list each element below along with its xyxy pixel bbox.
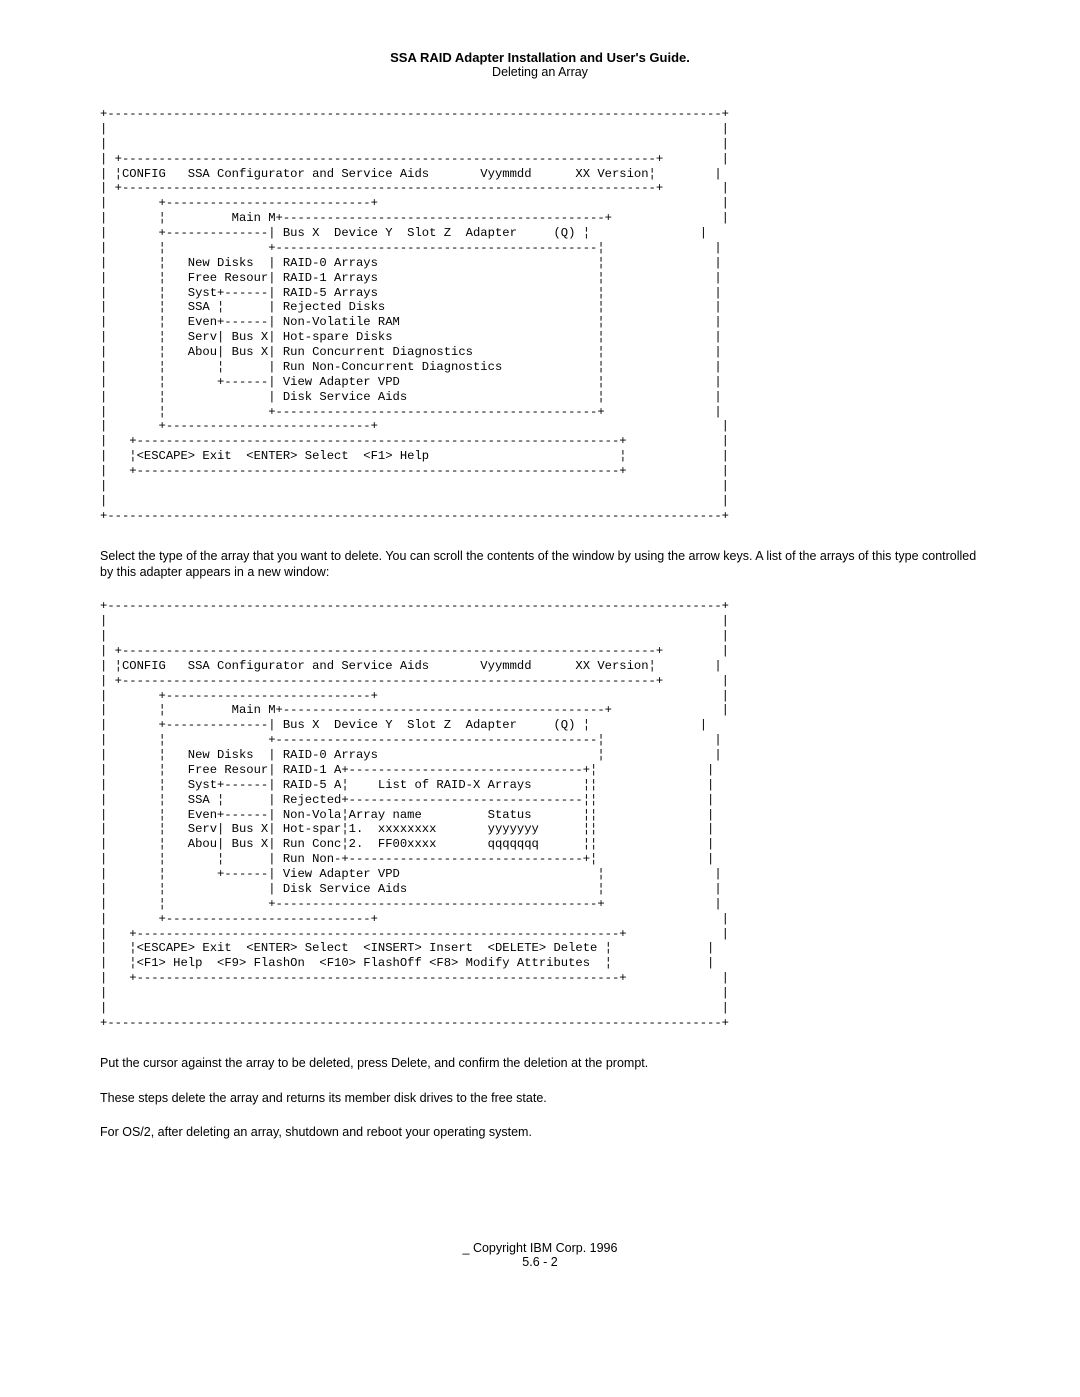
doc-subtitle: Deleting an Array [100,65,980,79]
doc-title: SSA RAID Adapter Installation and User's… [100,50,980,65]
terminal-screen-1: +---------------------------------------… [100,107,980,524]
paragraph-1: Select the type of the array that you wa… [100,548,980,582]
footer-page: 5.6 - 2 [100,1255,980,1269]
terminal-screen-2: +---------------------------------------… [100,599,980,1030]
paragraph-2: Put the cursor against the array to be d… [100,1055,980,1072]
paragraph-4: For OS/2, after deleting an array, shutd… [100,1124,980,1141]
footer-copyright: _ Copyright IBM Corp. 1996 [100,1241,980,1255]
paragraph-3: These steps delete the array and returns… [100,1090,980,1107]
